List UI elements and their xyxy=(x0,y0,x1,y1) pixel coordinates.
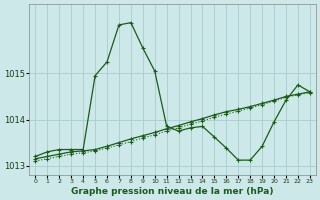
X-axis label: Graphe pression niveau de la mer (hPa): Graphe pression niveau de la mer (hPa) xyxy=(71,187,274,196)
